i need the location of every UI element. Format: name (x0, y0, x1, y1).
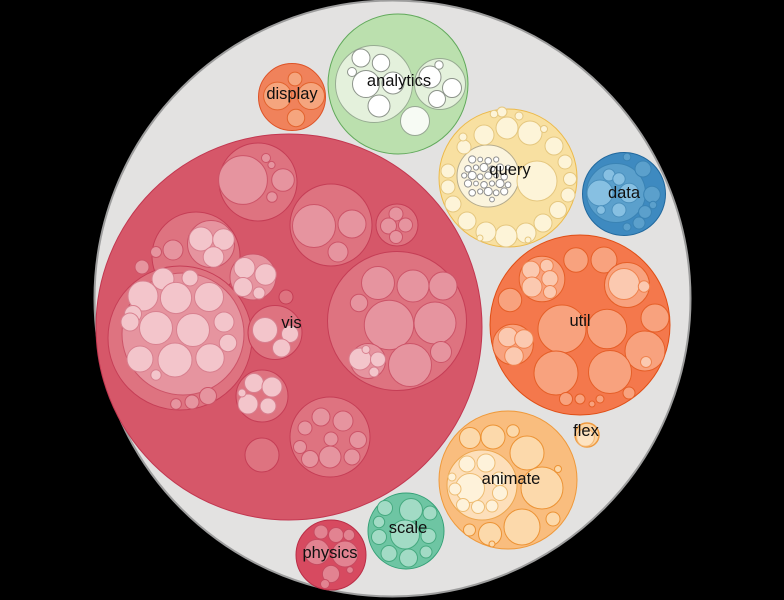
svg-text:query: query (489, 161, 531, 179)
svg-text:scale: scale (389, 519, 428, 537)
svg-text:data: data (608, 184, 641, 202)
svg-text:vis: vis (281, 314, 301, 332)
svg-text:animate: animate (482, 470, 541, 488)
svg-text:analytics: analytics (367, 72, 431, 90)
svg-text:display: display (266, 85, 318, 103)
svg-text:physics: physics (302, 544, 357, 562)
svg-text:util: util (569, 312, 590, 330)
svg-text:flex: flex (573, 422, 599, 440)
